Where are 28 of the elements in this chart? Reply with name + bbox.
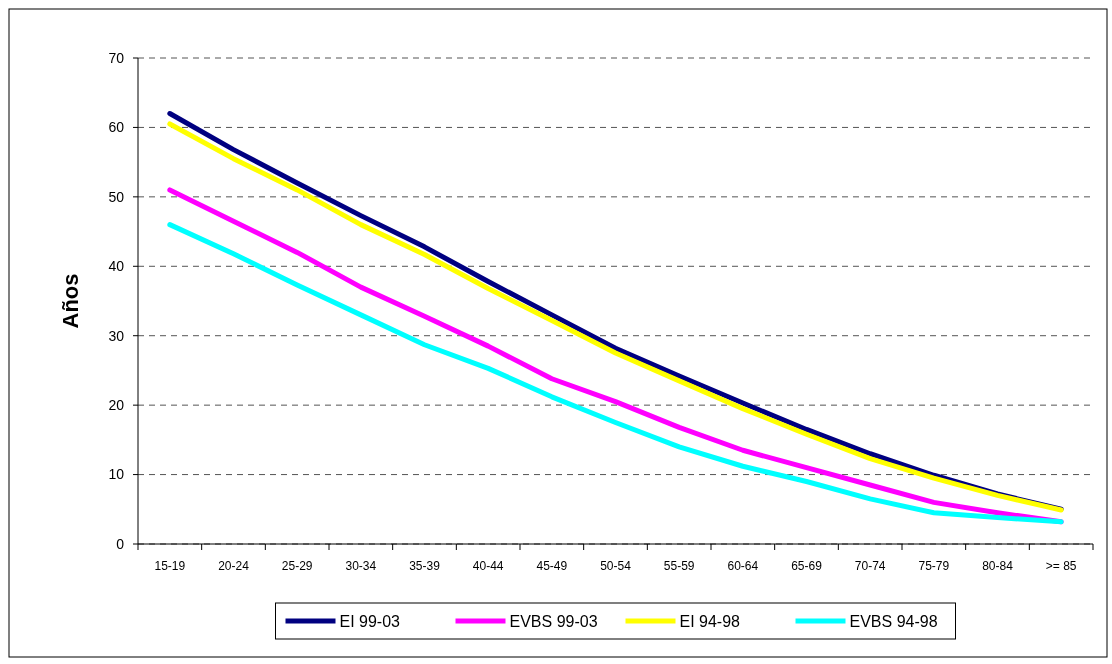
x-tick-label: 20-24 — [218, 559, 250, 573]
x-tick-label: 60-64 — [727, 559, 759, 573]
y-tick-label: 60 — [108, 119, 125, 136]
y-tick-label: 40 — [108, 258, 125, 275]
legend-label: EVBS 94-98 — [849, 612, 938, 630]
x-tick-label: 65-69 — [791, 559, 823, 573]
x-tick-label: 15-19 — [154, 559, 186, 573]
y-tick-label: 70 — [108, 49, 125, 66]
x-tick-label: >= 85 — [1045, 559, 1077, 573]
x-tick-label: 55-59 — [663, 559, 695, 573]
legend-label: EI 94-98 — [679, 612, 741, 630]
x-tick-label: 25-29 — [281, 559, 313, 573]
x-tick-label: 30-34 — [345, 559, 377, 573]
x-tick-label: 50-54 — [600, 559, 632, 573]
x-tick-label: 80-84 — [982, 559, 1014, 573]
y-axis-title: Años — [58, 273, 83, 329]
legend-label: EVBS 99-03 — [509, 612, 598, 630]
x-tick-label: 35-39 — [409, 559, 441, 573]
x-tick-label: 40-44 — [472, 559, 504, 573]
x-tick-label: 45-49 — [536, 559, 568, 573]
y-tick-label: 30 — [108, 327, 125, 344]
y-tick-label: 20 — [108, 397, 125, 414]
y-tick-label: 50 — [108, 188, 125, 205]
legend-label: EI 99-03 — [339, 612, 401, 630]
x-tick-label: 75-79 — [918, 559, 950, 573]
y-tick-label: 10 — [108, 466, 125, 483]
x-tick-label: 70-74 — [854, 559, 886, 573]
y-tick-label: 0 — [116, 535, 125, 552]
